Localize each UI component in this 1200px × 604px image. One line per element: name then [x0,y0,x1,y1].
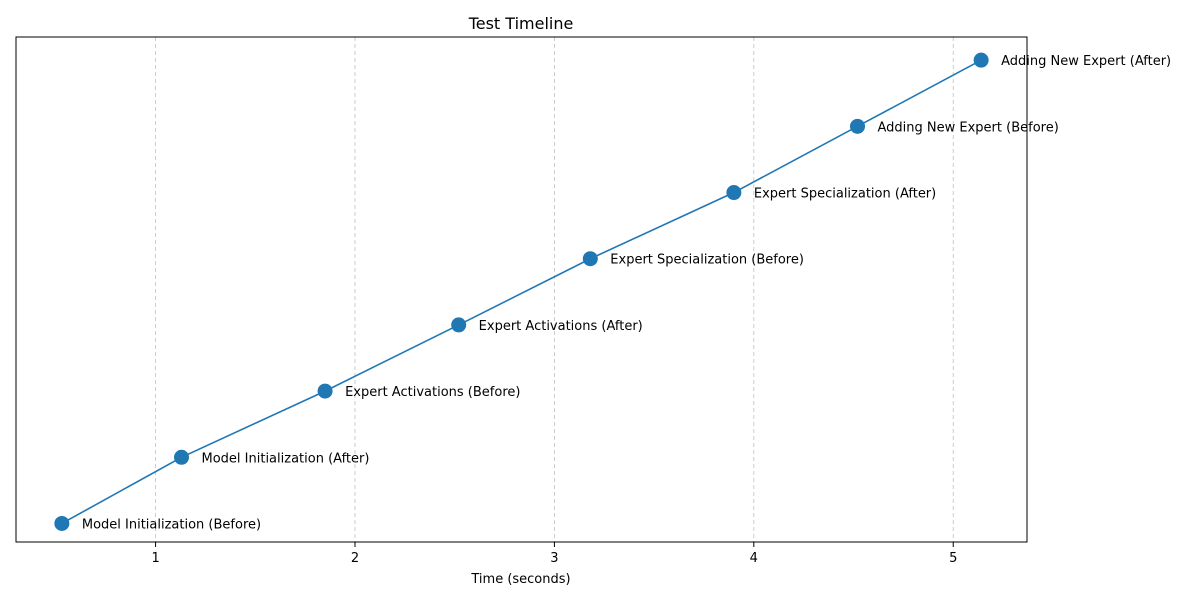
data-point-6 [850,118,866,134]
plot-area-border [15,36,1028,543]
point-label-1: Model Initialization (After) [202,451,370,466]
point-label-5: Expert Specialization (After) [754,187,936,202]
data-point-2 [317,383,333,399]
data-points-layer [54,52,989,531]
point-label-4: Expert Specialization (Before) [610,253,804,268]
data-point-0 [54,515,70,531]
data-point-7 [973,52,989,68]
series-line-layer [61,59,982,525]
data-point-3 [451,317,467,333]
timeline-series-line [61,59,982,525]
x-tick-label-5: 5 [949,551,957,566]
x-tick-label-4: 4 [750,551,758,566]
data-point-4 [582,251,598,267]
x-tick-label-3: 3 [550,551,558,566]
data-point-1 [174,449,190,465]
point-label-2: Expert Activations (Before) [345,385,520,400]
data-point-5 [726,185,742,201]
point-label-6: Adding New Expert (Before) [878,120,1059,135]
x-tick-label-1: 1 [151,551,159,566]
x-axis-ticks: 1 2 3 4 5 [151,542,957,566]
grid-lines [155,37,954,542]
point-labels-layer: Model Initialization (Before) Model Initi… [82,54,1171,532]
chart-title: Test Timeline [468,14,574,33]
x-axis-label: Time (seconds) [470,572,570,587]
x-tick-label-2: 2 [351,551,359,566]
point-label-3: Expert Activations (After) [479,319,643,334]
point-label-0: Model Initialization (Before) [82,517,261,532]
point-label-7: Adding New Expert (After) [1001,54,1171,69]
